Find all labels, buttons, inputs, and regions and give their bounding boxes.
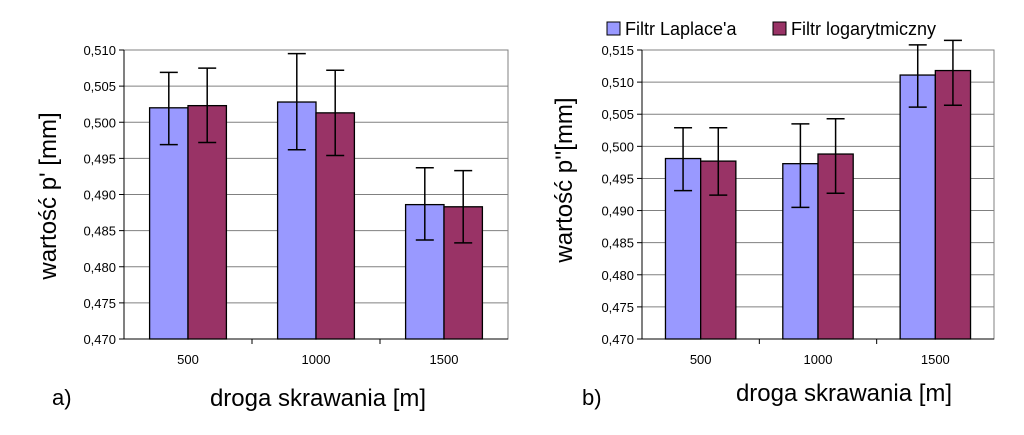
- y-tick-label: 0,480: [601, 268, 634, 283]
- y-tick-label: 0,495: [83, 151, 116, 166]
- chart-b-panel-label: b): [582, 385, 602, 410]
- chart-a-panel-label: a): [52, 385, 72, 410]
- y-tick-label: 0,500: [83, 115, 116, 130]
- x-tick-label: 1500: [430, 352, 459, 367]
- bar-a-500-s0: [148, 107, 189, 340]
- x-tick-label: 1000: [302, 352, 331, 367]
- y-tick-label: 0,485: [601, 236, 634, 251]
- chart-b-y-axis-label: wartość p''[mm]: [551, 97, 578, 263]
- y-tick-label: 0,485: [83, 224, 116, 239]
- chart-a-y-ticks: 0,470 0,475 0,480 0,485 0,490 0,495 0,500 0,505…: [83, 43, 125, 347]
- y-tick-label: 0,470: [83, 332, 116, 347]
- chart-b-x-ticks: 500 1000 1500: [642, 338, 994, 367]
- y-tick-label: 0,510: [83, 43, 116, 58]
- x-tick-label: 1000: [804, 352, 833, 367]
- y-tick-label: 0,475: [601, 300, 634, 315]
- y-tick-label: 0,490: [83, 188, 116, 203]
- legend-swatch-laplace: [606, 21, 621, 36]
- legend: Filtr Laplace'a Filtr logarytmiczny: [606, 19, 936, 39]
- chart-a-x-axis-label: droga skrawania [m]: [210, 385, 426, 412]
- x-tick-label: 1500: [921, 352, 950, 367]
- y-tick-label: 0,470: [601, 332, 634, 347]
- bar-b-1500-s0: [899, 74, 936, 340]
- y-tick-label: 0,500: [601, 139, 634, 154]
- legend-label-laplace: Filtr Laplace'a: [625, 19, 737, 39]
- y-tick-label: 0,505: [601, 107, 634, 122]
- y-tick-label: 0,490: [601, 204, 634, 219]
- y-tick-label: 0,495: [601, 171, 634, 186]
- y-tick-label: 0,480: [83, 260, 116, 275]
- chart-b-bars: [664, 39, 972, 340]
- legend-label-logarytmiczny: Filtr logarytmiczny: [791, 19, 936, 39]
- chart-a-x-ticks: 500 1000 1500: [124, 338, 508, 367]
- y-tick-label: 0,510: [601, 75, 634, 90]
- y-tick-label: 0,505: [83, 79, 116, 94]
- chart-b: 0,470 0,475 0,480 0,485 0,490 0,495 0,500 0,505…: [551, 39, 995, 410]
- chart-a: 0,470 0,475 0,480 0,485 0,490 0,495 0,500 0,505…: [35, 43, 509, 412]
- chart-b-x-axis-label: droga skrawania [m]: [736, 380, 952, 407]
- legend-swatch-logarytmiczny: [772, 21, 787, 36]
- bar-b-1500-s1: [934, 69, 972, 340]
- x-tick-label: 500: [690, 352, 712, 367]
- x-tick-label: 500: [177, 352, 199, 367]
- y-tick-label: 0,475: [83, 296, 116, 311]
- chart-b-y-ticks: 0,470 0,475 0,480 0,485 0,490 0,495 0,500 0,505…: [601, 43, 643, 347]
- y-tick-label: 0,515: [601, 43, 634, 58]
- chart-a-y-axis-label: wartość p' [mm]: [35, 112, 62, 280]
